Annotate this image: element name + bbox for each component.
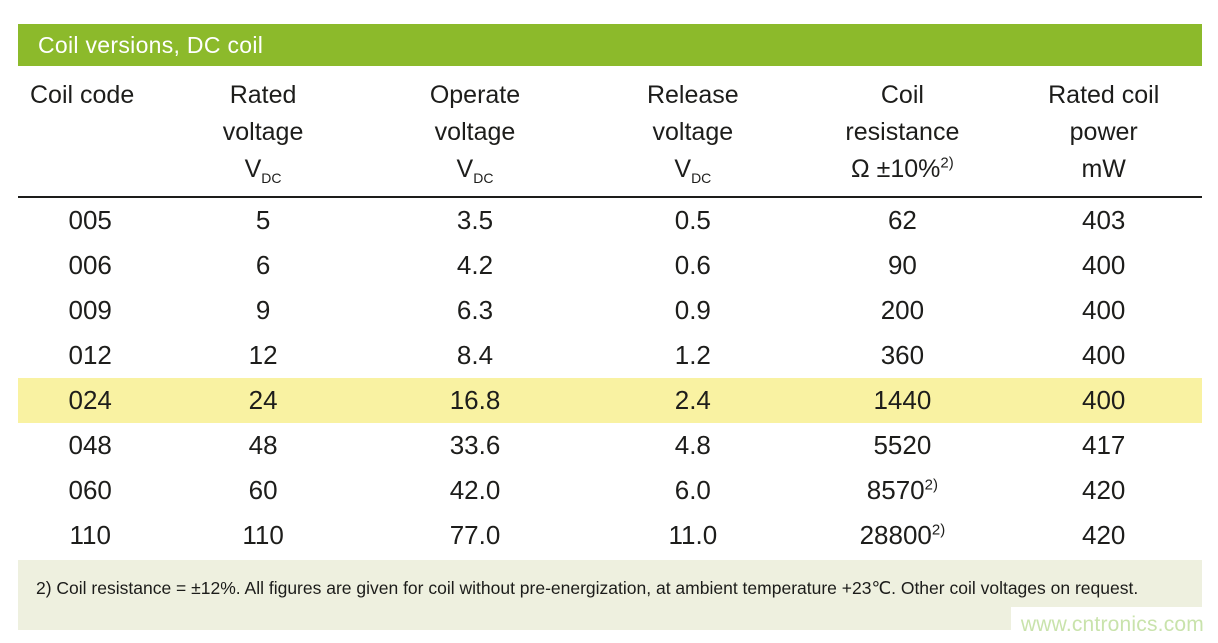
table-header: Coil code Rated voltage VDC Operate voltage VD… [18, 66, 1202, 197]
cell-operate-voltage: 33.6 [449, 430, 501, 460]
cell-release-voltage: 0.9 [674, 295, 711, 325]
coil-versions-table: Coil code Rated voltage VDC Operate voltage VD… [18, 66, 1202, 558]
cell-rated-voltage: 6 [255, 250, 271, 280]
coil-versions-table-block: Coil versions, DC coil Coil code Rated vol… [18, 24, 1202, 630]
cell-coil-code: 012 [68, 340, 112, 370]
table-row-012: 012 12 8.4 1.2 360 400 [18, 333, 1202, 378]
cell-coil-resistance: 288002) [859, 520, 946, 550]
cell-coil-resistance: 85702) [866, 475, 938, 505]
table-row-110: 110 110 77.0 11.0 288002) 420 [18, 513, 1202, 558]
cell-operate-voltage: 77.0 [449, 520, 501, 550]
table-row-009: 009 9 6.3 0.9 200 400 [18, 288, 1202, 333]
cell-coil-resistance: 1440 [799, 378, 1006, 423]
column-header-release-voltage: Release voltage VDC [586, 66, 799, 197]
table-row-060: 060 60 42.0 6.0 85702) 420 [18, 468, 1202, 513]
cell-release-voltage: 2.4 [586, 378, 800, 423]
column-unit-rated-coil-power: mW [1081, 155, 1126, 183]
cell-coil-resistance: 62 [887, 205, 917, 235]
cell-rated-coil-power: 400 [1082, 250, 1126, 280]
cell-release-voltage: 0.6 [674, 250, 711, 280]
column-unit-operate-voltage: VDC [456, 155, 494, 186]
cell-coil-code: 009 [68, 295, 112, 325]
footnote-text: 2) Coil resistance = ±12%. All figures a… [36, 578, 1139, 598]
cell-coil-resistance: 200 [880, 295, 925, 325]
cell-coil-code: 006 [68, 250, 112, 280]
cell-coil-resistance: 5520 [873, 430, 932, 460]
cell-release-voltage: 0.5 [674, 205, 711, 235]
cell-operate-voltage: 16.8 [363, 378, 587, 423]
cell-rated-coil-power: 400 [1082, 295, 1126, 325]
cell-release-voltage: 1.2 [674, 340, 711, 370]
cell-rated-voltage: 110 [242, 520, 284, 550]
table-title: Coil versions, DC coil [38, 31, 264, 58]
cell-rated-voltage: 60 [248, 475, 278, 505]
cell-coil-resistance: 90 [887, 250, 917, 280]
cell-release-voltage: 4.8 [674, 430, 711, 460]
cell-operate-voltage: 8.4 [456, 340, 494, 370]
cell-release-voltage: 11.0 [668, 520, 718, 550]
watermark: www.cntronics.com [1010, 607, 1208, 639]
column-unit-rated-voltage: VDC [244, 155, 282, 186]
column-header-rated-voltage: Rated voltage VDC [162, 66, 363, 197]
column-header-coil-resistance: Coil resistance Ω ±10%2) [799, 66, 1005, 197]
cell-operate-voltage: 3.5 [456, 205, 494, 235]
cell-rated-voltage: 12 [248, 340, 278, 370]
table-row-024: 024 24 16.8 2.4 1440 400 [18, 378, 1202, 423]
cell-coil-code: 110 [69, 520, 111, 550]
table-header-row: Coil code Rated voltage VDC Operate voltage VD… [18, 66, 1202, 197]
table-body: 005 5 3.5 0.5 62 403 006 6 4.2 0.6 90 400 009 9 6.3 0.9… [18, 197, 1202, 558]
cell-rated-coil-power: 400 [1005, 378, 1202, 423]
cell-operate-voltage: 6.3 [456, 295, 494, 325]
cell-operate-voltage: 42.0 [449, 475, 501, 505]
cell-rated-voltage: 5 [255, 205, 271, 235]
cell-rated-coil-power: 403 [1082, 205, 1126, 235]
table-title-bar: Coil versions, DC coil [18, 24, 1202, 66]
column-unit-release-voltage: VDC [674, 155, 712, 186]
cell-coil-code: 060 [68, 475, 112, 505]
table-row-005: 005 5 3.5 0.5 62 403 [18, 197, 1202, 243]
cell-rated-coil-power: 417 [1082, 430, 1126, 460]
cell-rated-coil-power: 420 [1082, 520, 1126, 550]
cell-coil-code: 024 [18, 378, 163, 423]
table-row-006: 006 6 4.2 0.6 90 400 [18, 243, 1202, 288]
cell-rated-voltage: 48 [248, 430, 278, 460]
cell-rated-coil-power: 420 [1082, 475, 1126, 505]
column-header-coil-code: Coil code [30, 81, 135, 109]
column-header-rated-coil-power: Rated coil power mW [1005, 66, 1202, 197]
cell-coil-code: 005 [68, 205, 112, 235]
table-row-048: 048 48 33.6 4.8 5520 417 [18, 423, 1202, 468]
cell-rated-voltage: 24 [162, 378, 364, 423]
cell-rated-voltage: 9 [255, 295, 271, 325]
cell-rated-coil-power: 400 [1082, 340, 1126, 370]
column-header-operate-voltage: Operate voltage VDC [364, 66, 587, 197]
column-unit-coil-resistance: Ω ±10%2) [851, 154, 954, 183]
cell-operate-voltage: 4.2 [456, 250, 494, 280]
footnote: 2) Coil resistance = ±12%. All figures a… [18, 560, 1202, 630]
cell-coil-resistance: 360 [880, 340, 925, 370]
cell-coil-code: 048 [68, 430, 112, 460]
cell-release-voltage: 6.0 [674, 475, 711, 505]
